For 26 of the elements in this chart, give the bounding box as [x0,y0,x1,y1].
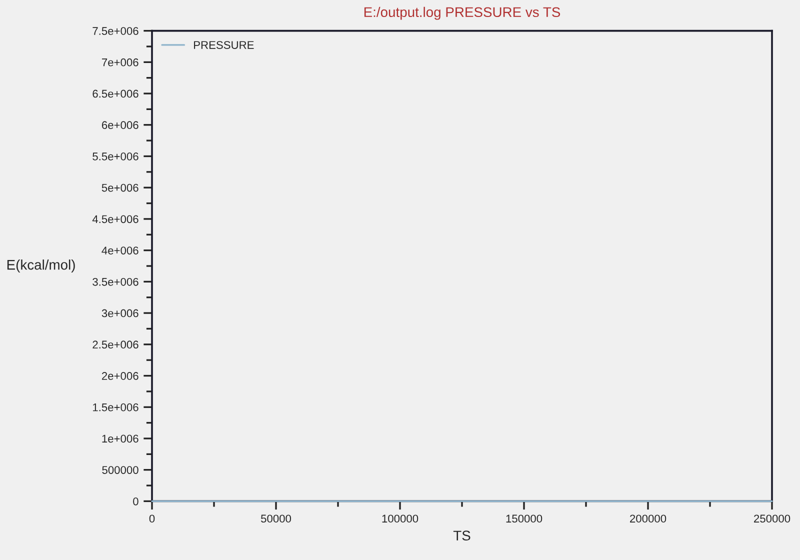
y-tick-label: 6.5e+006 [92,90,138,98]
x-axis-title: TS [453,530,470,541]
x-tick-label: 150000 [506,514,542,523]
y-tick-label: 7e+006 [102,58,138,66]
x-tick-label: 0 [149,514,155,523]
y-tick-label: 2.5e+006 [92,340,138,349]
y-tick-label: 6e+006 [102,121,138,130]
legend-label: PRESSURE [194,41,254,49]
y-tick-label: 5e+006 [102,184,138,192]
y-tick-label: 4e+006 [102,246,138,254]
x-tick-label: 200000 [630,514,666,523]
y-tick-label: 500000 [102,466,138,474]
y-axis-title: E(kcal/mol) [7,260,75,272]
y-tick-label: 4.5e+006 [92,215,138,224]
y-tick-label: 1e+006 [102,434,138,443]
x-tick-label: 250000 [754,514,790,523]
chart-title: E:/output.log PRESSURE vs TS [364,6,560,20]
y-tick-label: 2e+006 [102,372,138,380]
y-tick-label: 1.5e+006 [93,403,138,412]
y-tick-label: 0 [133,497,138,506]
x-tick-label: 100000 [382,514,418,523]
y-tick-label: 3.5e+006 [92,278,138,286]
y-tick-label: 7.5e+006 [92,27,138,35]
y-tick-label: 5.5e+006 [92,152,138,160]
x-tick-label: 50000 [260,514,292,523]
y-tick-label: 3e+006 [102,309,138,318]
